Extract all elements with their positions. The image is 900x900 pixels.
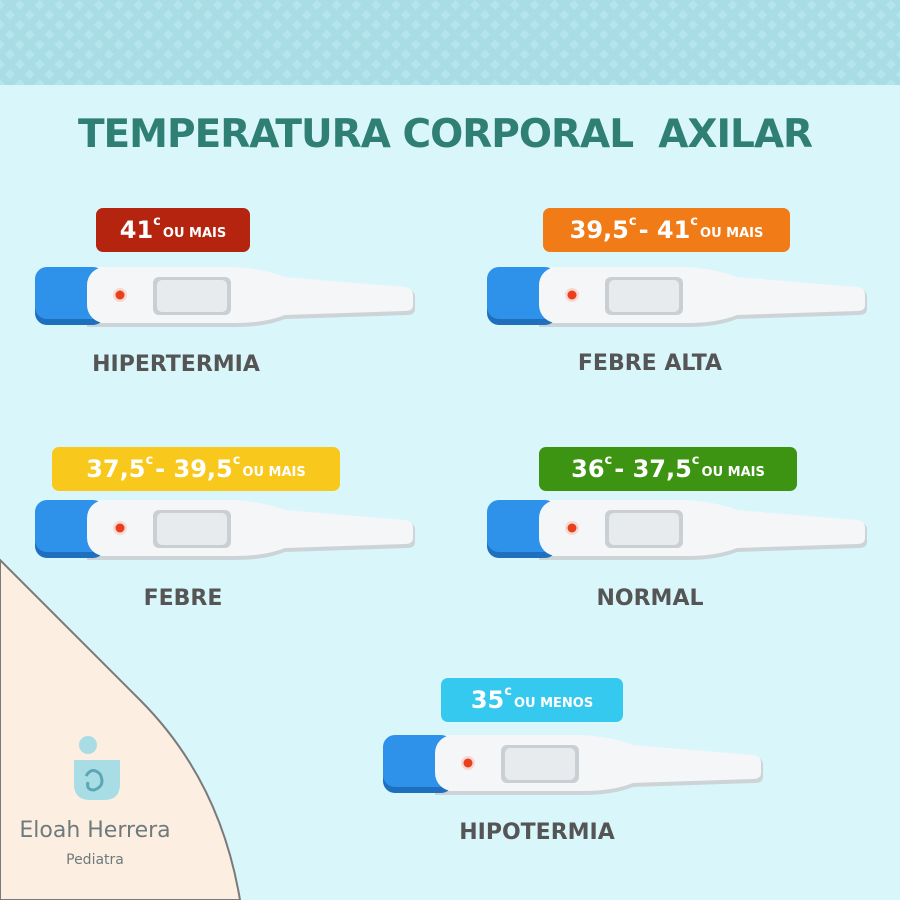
thermometer [383,735,763,795]
top-pattern [0,0,900,85]
badge-text: c [628,213,637,229]
range-badge: 36 c - 37,5 c OU MAIS [539,447,797,491]
brand-role: Pediatra [66,852,124,868]
badge-text: c [690,213,699,229]
thermometer [35,267,415,327]
status-label: HIPERTERMIA [92,352,260,377]
badge-text: c [153,213,161,229]
badge-text: c [691,452,700,468]
badge-text: OU MAIS [701,464,765,480]
title: TEMPERATURA CORPORAL AXILAR [77,112,813,157]
badge-text: 37,5 [86,455,146,483]
badge-text: c [604,452,613,468]
badge-text: - 37,5 [614,455,692,483]
status-label: FEBRE [143,586,223,611]
logo [74,736,120,800]
status-label: NORMAL [596,586,704,611]
badge-text: c [232,452,241,468]
thermometer [487,267,867,327]
badge-text: 39,5 [569,216,629,244]
badge-text: 36 [571,455,605,483]
badge-text: - 41 [638,216,691,244]
thermometer [487,500,867,560]
badge-text: OU MAIS [162,225,227,241]
range-badge: 41 c OU MAIS [96,208,250,252]
range-badge: 39,5 c - 41 c OU MAIS [543,208,790,252]
badge-text: c [504,683,512,699]
thermometer [35,500,415,560]
badge-text: OU MENOS [513,695,594,711]
badge-text: OU MAIS [242,464,306,480]
range-badge: 37,5 c - 39,5 c OU MAIS [52,447,340,491]
range-badge: 35 c OU MENOS [441,678,623,722]
status-label: HIPOTERMIA [459,820,615,845]
brand-name: Eloah Herrera [19,818,171,843]
badge-text: - 39,5 [155,455,233,483]
badge-text: c [145,452,154,468]
badge-text: OU MAIS [700,225,764,241]
corner-shape [0,558,242,900]
status-label: FEBRE ALTA [577,351,723,376]
badge-text: 41 [119,216,154,244]
badge-text: 35 [470,686,505,714]
